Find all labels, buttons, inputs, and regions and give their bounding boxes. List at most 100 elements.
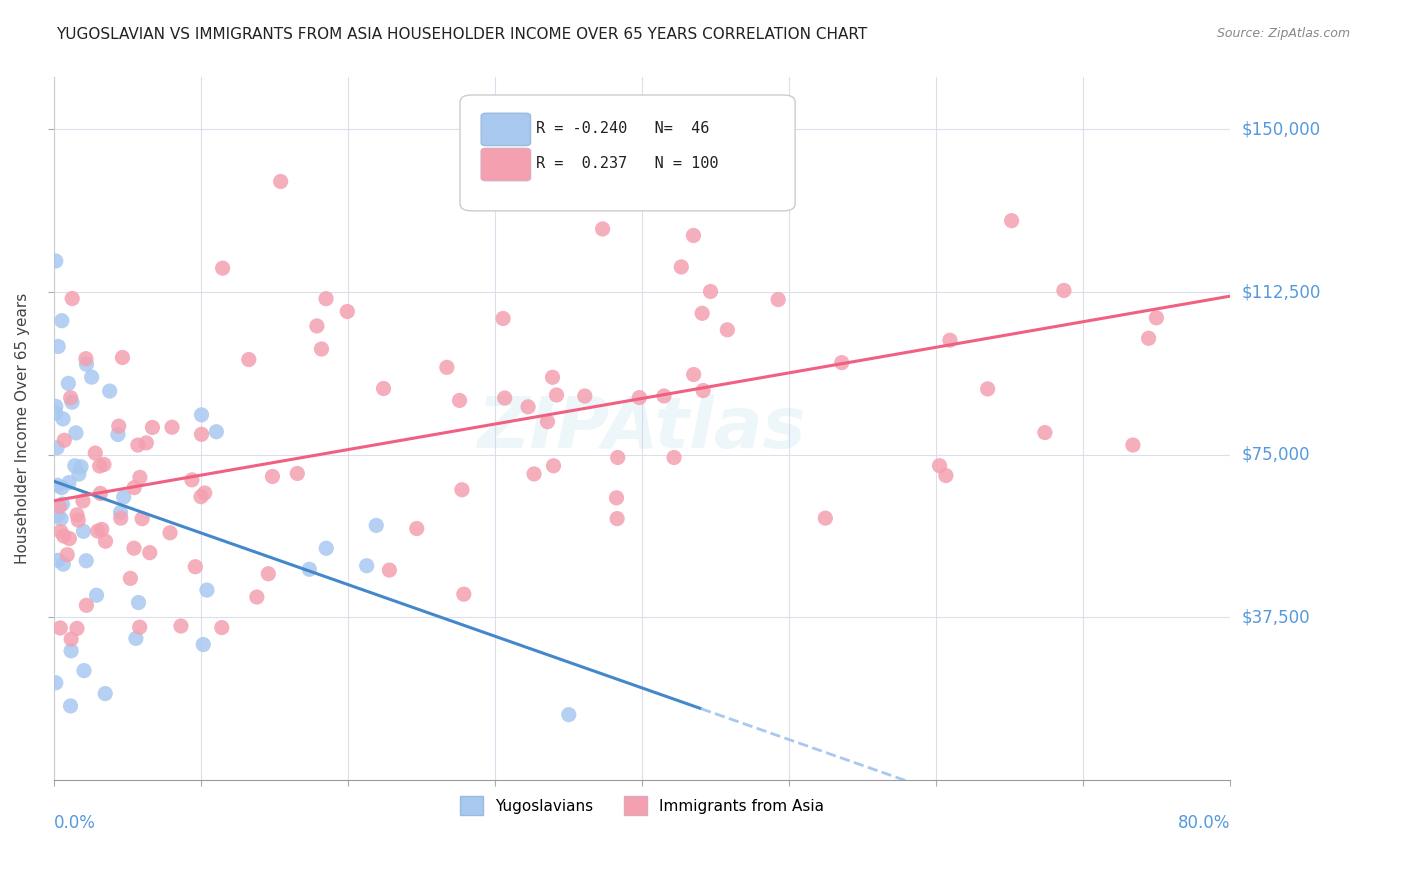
Point — [111, 351, 134, 365]
Point — [66, 621, 89, 635]
Point — [60, 395, 83, 409]
Point — [46, 478, 69, 492]
Point — [112, 490, 135, 504]
Text: 80.0%: 80.0% — [1178, 814, 1230, 832]
Point — [128, 620, 150, 634]
Text: R =  0.237   N = 100: R = 0.237 N = 100 — [537, 155, 718, 170]
Point — [1144, 310, 1167, 325]
Point — [48, 500, 70, 514]
Point — [76, 357, 98, 371]
Point — [122, 481, 145, 495]
Point — [315, 541, 337, 556]
Point — [141, 420, 163, 434]
Text: $150,000: $150,000 — [1241, 120, 1320, 138]
Point — [89, 486, 111, 500]
Point — [449, 393, 471, 408]
Point — [605, 491, 627, 505]
Point — [558, 707, 581, 722]
Point — [45, 400, 67, 414]
Point — [606, 511, 628, 525]
Y-axis label: Householder Income Over 65 years: Householder Income Over 65 years — [15, 293, 30, 564]
FancyBboxPatch shape — [460, 95, 796, 211]
Point — [211, 261, 233, 276]
Point — [190, 490, 212, 504]
Point — [494, 391, 516, 405]
Point — [139, 546, 162, 560]
FancyBboxPatch shape — [481, 148, 530, 181]
Point — [285, 467, 308, 481]
Point — [122, 541, 145, 556]
Text: $37,500: $37,500 — [1241, 608, 1310, 626]
Point — [52, 529, 75, 543]
Point — [1000, 213, 1022, 227]
Point — [75, 554, 97, 568]
Legend: Yugoslavians, Immigrants from Asia: Yugoslavians, Immigrants from Asia — [454, 790, 831, 822]
Point — [160, 420, 183, 434]
Text: 0.0%: 0.0% — [55, 814, 96, 832]
FancyBboxPatch shape — [481, 113, 530, 145]
Point — [662, 450, 685, 465]
Point — [366, 518, 388, 533]
Point — [606, 450, 628, 465]
Point — [60, 292, 83, 306]
Point — [46, 339, 69, 353]
Point — [541, 370, 564, 384]
Point — [120, 571, 142, 585]
Point — [574, 389, 596, 403]
Point — [60, 644, 83, 658]
Point — [129, 470, 152, 484]
Point — [766, 293, 789, 307]
Point — [45, 406, 67, 420]
Point — [1137, 331, 1160, 345]
Point — [628, 391, 651, 405]
Point — [86, 588, 108, 602]
Point — [53, 434, 76, 448]
Point — [682, 368, 704, 382]
Point — [51, 481, 73, 495]
Point — [46, 508, 69, 523]
Point — [52, 412, 75, 426]
Point — [257, 566, 280, 581]
Point — [190, 427, 212, 442]
Point — [373, 382, 395, 396]
Point — [305, 318, 328, 333]
Point — [195, 583, 218, 598]
Point — [690, 306, 713, 320]
Point — [52, 557, 75, 571]
Point — [748, 136, 770, 150]
Point — [181, 473, 204, 487]
Point — [67, 467, 90, 481]
Point — [128, 595, 150, 609]
Point — [110, 505, 132, 519]
Point — [184, 559, 207, 574]
Point — [523, 467, 546, 481]
Point — [46, 553, 69, 567]
Point — [671, 260, 693, 274]
Point — [270, 174, 292, 188]
Point — [70, 459, 93, 474]
Point — [75, 599, 97, 613]
Point — [58, 376, 80, 391]
Point — [45, 254, 67, 268]
Point — [125, 632, 148, 646]
Point — [98, 384, 121, 398]
Point — [110, 511, 132, 525]
Point — [80, 370, 103, 384]
Point — [682, 228, 704, 243]
Point — [246, 590, 269, 604]
Point — [356, 558, 378, 573]
Point — [73, 664, 96, 678]
Point — [49, 512, 72, 526]
Point — [716, 323, 738, 337]
Point — [436, 360, 458, 375]
Text: $112,500: $112,500 — [1241, 283, 1320, 301]
Point — [49, 621, 72, 635]
Point — [60, 632, 83, 646]
Point — [51, 497, 73, 511]
Text: R = -0.240   N=  46: R = -0.240 N= 46 — [537, 120, 710, 136]
Text: YUGOSLAVIAN VS IMMIGRANTS FROM ASIA HOUSEHOLDER INCOME OVER 65 YEARS CORRELATION: YUGOSLAVIAN VS IMMIGRANTS FROM ASIA HOUS… — [56, 27, 868, 42]
Point — [928, 458, 950, 473]
Point — [592, 222, 614, 236]
Point — [336, 304, 359, 318]
Point — [90, 523, 112, 537]
